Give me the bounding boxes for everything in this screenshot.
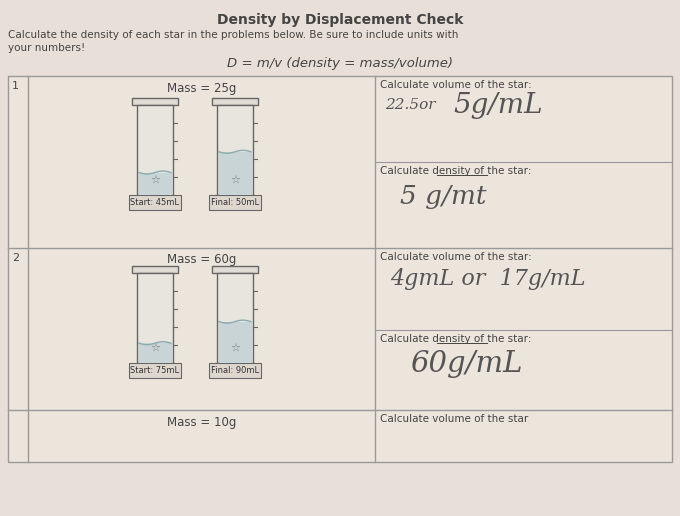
Bar: [137, 273, 173, 363]
Text: Calculate the density of each star in the problems below. Be sure to include uni: Calculate the density of each star in th…: [8, 30, 458, 40]
Bar: [8, 76, 672, 462]
Text: 4gmL or  17g/mL: 4gmL or 17g/mL: [390, 268, 585, 290]
Bar: [137, 105, 173, 195]
Text: Mass = 25g: Mass = 25g: [167, 82, 236, 95]
Text: Mass = 60g: Mass = 60g: [167, 253, 236, 266]
Bar: [218, 321, 252, 363]
Bar: [209, 195, 261, 210]
Bar: [218, 152, 252, 195]
Text: Density by Displacement Check: Density by Displacement Check: [217, 13, 463, 27]
Text: Final: 90mL: Final: 90mL: [211, 366, 259, 375]
Text: Calculate volume of the star:: Calculate volume of the star:: [380, 80, 532, 90]
Bar: [139, 343, 171, 363]
Text: ☆: ☆: [150, 343, 160, 353]
Text: ☆: ☆: [150, 175, 160, 185]
Text: D = m/v (density = mass/volume): D = m/v (density = mass/volume): [227, 57, 453, 70]
Text: 2: 2: [12, 253, 19, 263]
Bar: [132, 98, 178, 105]
Text: 1: 1: [12, 81, 19, 91]
Text: your numbers!: your numbers!: [8, 43, 85, 53]
Text: 60g/mL: 60g/mL: [410, 350, 522, 378]
Text: Mass = 10g: Mass = 10g: [167, 416, 236, 429]
Text: Calculate volume of the star:: Calculate volume of the star:: [380, 252, 532, 262]
Text: Calculate density of the star:: Calculate density of the star:: [380, 334, 532, 344]
Text: 5 g/mt: 5 g/mt: [400, 184, 486, 209]
Text: 5g/mL: 5g/mL: [453, 92, 543, 119]
Bar: [132, 266, 178, 273]
Text: Start: 45mL: Start: 45mL: [131, 198, 180, 207]
Bar: [209, 363, 261, 378]
Text: ☆: ☆: [230, 175, 240, 185]
Bar: [129, 195, 181, 210]
Text: Start: 75mL: Start: 75mL: [131, 366, 180, 375]
Bar: [217, 273, 253, 363]
Text: ☆: ☆: [230, 343, 240, 353]
Bar: [212, 98, 258, 105]
Text: Final: 50mL: Final: 50mL: [211, 198, 259, 207]
Text: Calculate density of the star:: Calculate density of the star:: [380, 166, 532, 176]
Text: 22.5or: 22.5or: [385, 98, 435, 112]
Bar: [212, 266, 258, 273]
Bar: [129, 363, 181, 378]
Bar: [217, 105, 253, 195]
Bar: [139, 172, 171, 195]
Text: Calculate volume of the star: Calculate volume of the star: [380, 414, 528, 424]
